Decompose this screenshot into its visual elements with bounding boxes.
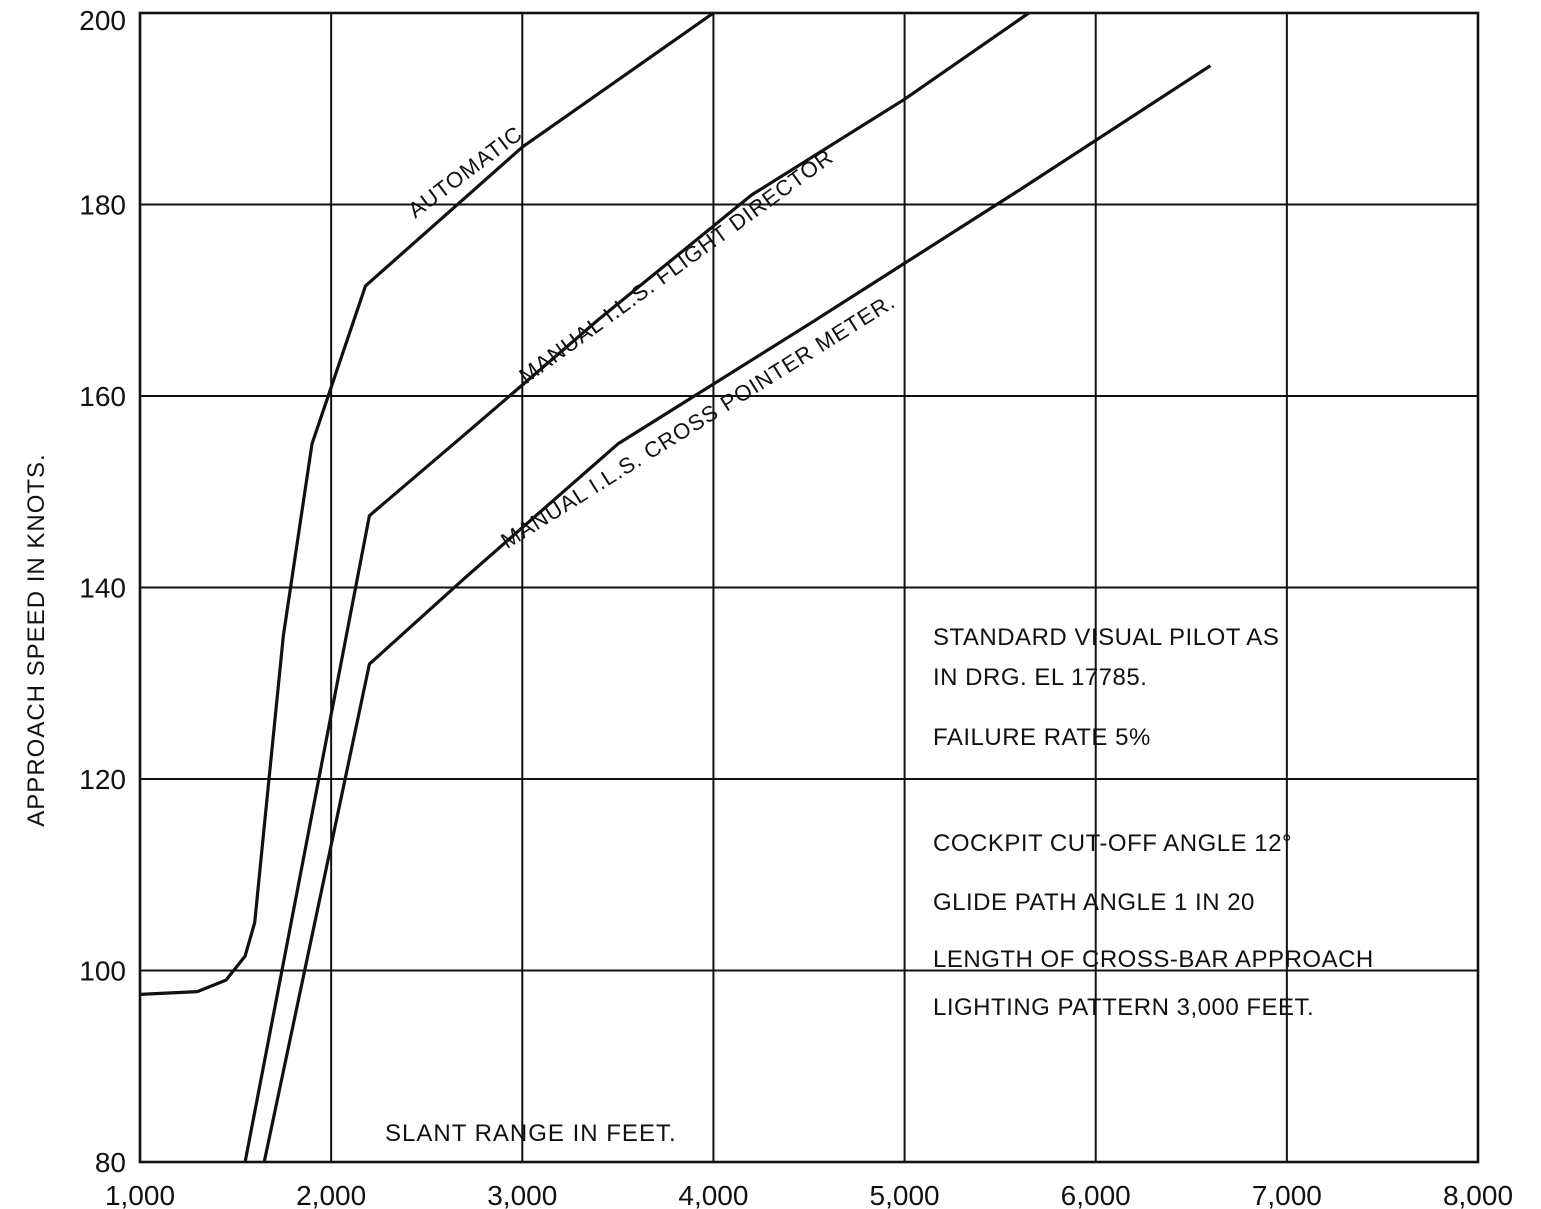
y-tick-label: 140 bbox=[79, 573, 126, 604]
x-tick-label: 5,000 bbox=[870, 1180, 940, 1209]
x-tick-label: 6,000 bbox=[1061, 1180, 1131, 1209]
y-tick-label: 180 bbox=[79, 190, 126, 221]
series-line bbox=[262, 64, 1212, 1163]
series-label: AUTOMATIC bbox=[403, 121, 527, 223]
x-tick-label: 2,000 bbox=[296, 1180, 366, 1209]
y-tick-label: 120 bbox=[79, 764, 126, 795]
notes-block: STANDARD VISUAL PILOT AS IN DRG. EL 1778… bbox=[933, 624, 1374, 1021]
x-tick-label: 3,000 bbox=[487, 1180, 557, 1209]
note-line: GLIDE PATH ANGLE 1 IN 20 bbox=[933, 889, 1255, 916]
x-axis-title: SLANT RANGE IN FEET. bbox=[385, 1120, 677, 1147]
x-tick-label: 4,000 bbox=[678, 1180, 748, 1209]
note-line: FAILURE RATE 5% bbox=[933, 724, 1151, 751]
x-tick-label: 7,000 bbox=[1252, 1180, 1322, 1209]
x-tick-label: 1,000 bbox=[105, 1180, 175, 1209]
series-line bbox=[243, 11, 1030, 1163]
note-line: LENGTH OF CROSS-BAR APPROACH bbox=[933, 946, 1374, 973]
note-line: COCKPIT CUT-OFF ANGLE 12° bbox=[933, 830, 1292, 857]
grid bbox=[138, 11, 1480, 1164]
x-tick-label: 8,000 bbox=[1443, 1180, 1513, 1209]
y-tick-label: 80 bbox=[95, 1147, 126, 1178]
y-axis-title: APPROACH SPEED IN KNOTS. bbox=[23, 453, 50, 826]
y-tick-label: 160 bbox=[79, 381, 126, 412]
series-line bbox=[139, 11, 715, 996]
curves bbox=[139, 11, 1212, 1163]
tick-labels: 1,000 2,000 3,000 4,000 5,000 6,000 7,000 8,000… bbox=[79, 5, 1513, 1209]
plot-frame bbox=[138, 11, 1480, 1164]
note-line: IN DRG. EL 17785. bbox=[933, 664, 1147, 691]
note-line: LIGHTING PATTERN 3,000 FEET. bbox=[933, 994, 1314, 1021]
note-line: STANDARD VISUAL PILOT AS bbox=[933, 624, 1279, 651]
y-tick-label: 200 bbox=[79, 5, 126, 36]
y-tick-label: 100 bbox=[79, 956, 126, 987]
series-label: MANUAL I.L.S. CROSS POINTER METER. bbox=[496, 289, 899, 554]
